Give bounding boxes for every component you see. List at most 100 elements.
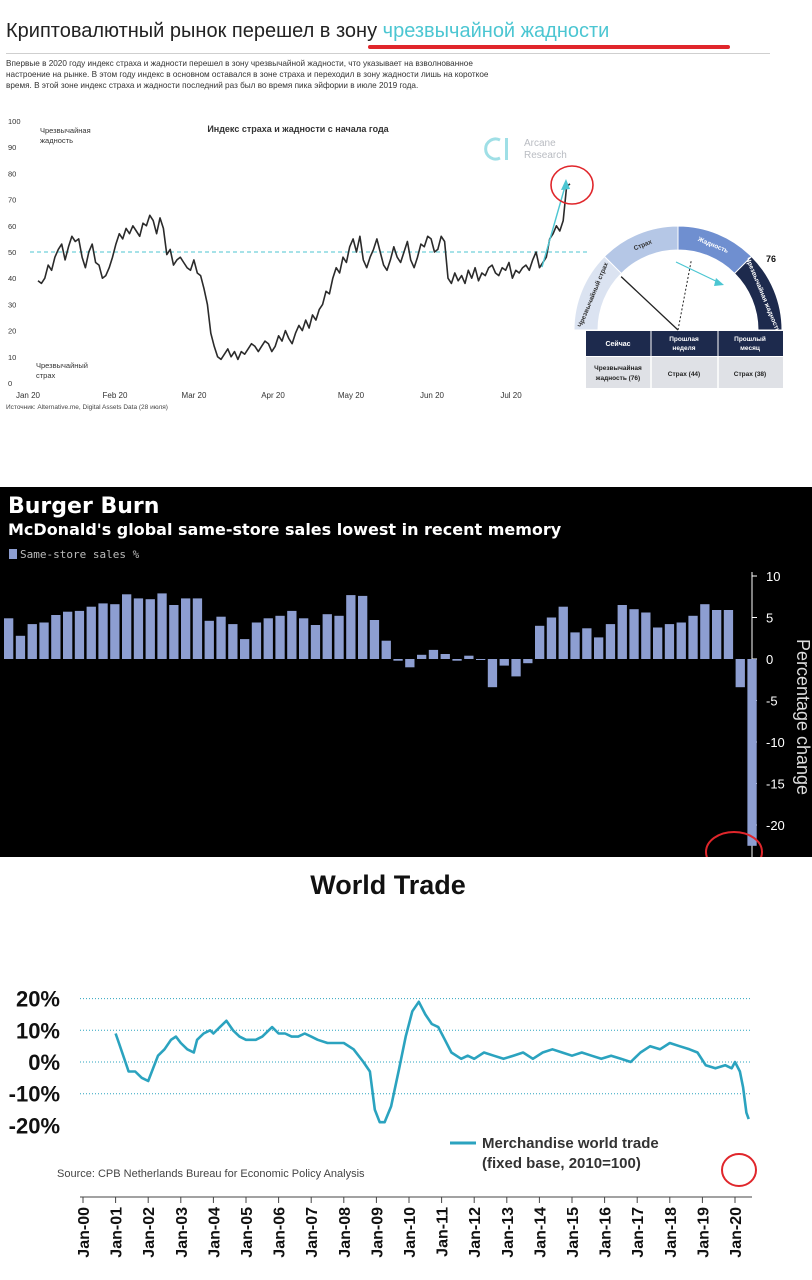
sales-bar [27, 624, 37, 659]
sales-bar [15, 635, 26, 659]
sales-bar [582, 628, 592, 659]
extreme-fear-annotation: Чрезвычайный страх [36, 361, 88, 380]
trend-arrowhead [561, 179, 570, 190]
chart3-source: Source: CPB Netherlands Bureau for Econo… [57, 1168, 365, 1180]
sales-bar [86, 606, 96, 659]
x-tick-label: Jan-07 [304, 1207, 321, 1258]
y-tick-label: 100 [8, 117, 21, 126]
logo-c-icon [484, 137, 501, 161]
y-tick-label: -10% [9, 1082, 60, 1107]
chart3-title: World Trade [310, 870, 466, 900]
panel1-description: Впервые в 2020 году индекс страха и жадн… [6, 59, 489, 90]
sales-bar [487, 659, 498, 688]
legend-swatch [9, 549, 17, 559]
sales-bar [393, 659, 403, 661]
x-tick-label: Jan-12 [467, 1207, 484, 1258]
x-tick-label: Jan-04 [206, 1207, 223, 1258]
sales-bar [145, 599, 155, 659]
trend-arrow [541, 182, 567, 268]
logo-line2: Research [524, 150, 567, 161]
same-store-sales-chart: Burger Burn McDonald's global same-store… [4, 494, 812, 857]
extreme-greed-annotation: Чрезвычайная жадность [40, 126, 91, 145]
gauge-move-arrowhead [714, 278, 724, 286]
chart3-legend-line1: Merchandise world trade [482, 1135, 659, 1152]
x-tick-label: Apr 20 [261, 391, 285, 400]
y-tick-label: -15 [766, 777, 785, 792]
x-tick-label: Jan-05 [239, 1207, 256, 1258]
chart2-ylabel: Percentage change [793, 639, 812, 795]
y-tick-label: -20 [766, 818, 785, 833]
x-tick-label: Jan-11 [435, 1207, 452, 1257]
sales-bar [735, 659, 745, 688]
sales-bar [39, 622, 49, 659]
title-highlight-underline [368, 45, 730, 49]
sales-bar [535, 625, 545, 659]
burger-burn-panel: Burger Burn McDonald's global same-store… [0, 487, 812, 857]
arcane-research-logo: Arcane Research [484, 137, 567, 161]
sales-bar [417, 654, 427, 659]
sales-bar [499, 659, 509, 666]
sales-bar [157, 593, 167, 659]
sales-bar [641, 612, 651, 659]
panel1-title-prefix: Криптовалютный рынок перешел в зону [6, 20, 383, 42]
sales-bar [98, 603, 108, 659]
y-tick-label: 30 [8, 300, 16, 309]
fear-greed-chart-title: Индекс страха и жадности с начала года [207, 124, 389, 134]
gauge-segment [733, 255, 783, 331]
sales-bar [299, 618, 309, 659]
y-tick-label: 0 [766, 652, 773, 667]
x-tick-label: Jan-13 [500, 1207, 517, 1258]
y-tick-label: 20 [8, 327, 16, 336]
y-tick-label: 70 [8, 196, 16, 205]
table-body-row [586, 357, 783, 388]
sales-bar [653, 627, 663, 659]
sales-bar [688, 615, 698, 659]
x-tick-label: Jan-08 [337, 1207, 354, 1258]
x-tick-label: Jan-17 [630, 1207, 647, 1258]
panel1-title-highlight: чрезвычайной жадности [382, 20, 610, 42]
sales-bar [4, 618, 14, 659]
sales-bar [617, 605, 627, 659]
sales-bar [263, 618, 273, 659]
y-tick-label: 20% [16, 987, 60, 1012]
x-tick-label: Jan-18 [663, 1207, 680, 1258]
y-tick-label: 90 [8, 143, 16, 152]
x-tick-label: May 20 [338, 391, 365, 400]
sales-bar [204, 620, 214, 659]
y-tick-label: 5 [766, 611, 773, 626]
sales-bar [334, 615, 344, 659]
x-tick-label: Feb 20 [103, 391, 128, 400]
sales-bar [464, 655, 474, 659]
x-tick-label: Jan-16 [598, 1207, 615, 1258]
y-tick-label: 50 [8, 248, 16, 257]
sales-bar [476, 659, 486, 660]
sales-bar [712, 610, 722, 659]
y-tick-label: 10% [16, 1018, 60, 1043]
x-tick-label: Mar 20 [182, 391, 207, 400]
sales-bar [181, 598, 191, 659]
x-tick-label: Jan-14 [532, 1207, 549, 1258]
y-tick-label: 80 [8, 169, 16, 178]
sales-bar [723, 610, 734, 659]
table-cell-last-month: Страх (38) [734, 371, 766, 378]
table-header-now: Сейчас [605, 340, 630, 348]
sales-bar [676, 622, 686, 659]
sales-bar [546, 617, 557, 659]
fear-greed-chart: 0 10 20 30 40 50 60 70 80 90 100 Jan 20 Feb 20 Mar 2… [6, 117, 783, 411]
highlight-circle [721, 1153, 757, 1187]
fear-greed-panel: Криптовалютный рынок перешел в зону чрез… [0, 0, 812, 430]
x-tick-label: Jan 20 [16, 391, 41, 400]
x-tick-label: Jul 20 [500, 391, 522, 400]
status-table: Сейчас Прошлая неделя Прошлый месяц Чрезвы… [586, 331, 783, 388]
logo-line1: Arcane [524, 138, 556, 149]
x-tick-label: Jan-00 [76, 1207, 93, 1258]
sales-bar [664, 624, 675, 659]
gauge-move-arrow [675, 261, 723, 285]
sales-bar [511, 659, 521, 677]
world-trade-chart: World Trade 20% 10% 0% -10% -20% Jan-00 Jan-0… [9, 870, 757, 1258]
sales-bar [629, 609, 639, 659]
x-tick-label: Jan-15 [565, 1207, 582, 1258]
logo-bar-icon [505, 138, 508, 160]
sales-bar [74, 610, 85, 659]
